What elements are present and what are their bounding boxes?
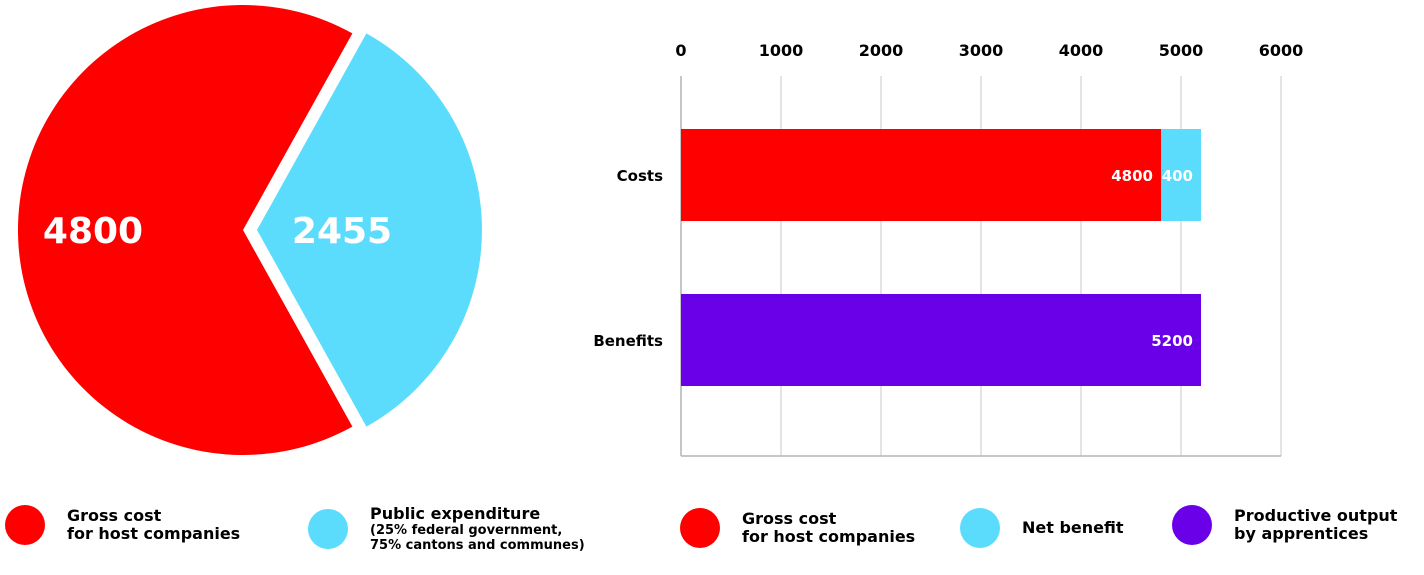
legend-swatch [960,508,1000,548]
legend-item-productive-output: Productive output by apprentices [1172,505,1397,545]
x-tick-label: 6000 [1259,41,1304,60]
pie-chart: 4800 2455 [17,5,482,455]
legend-sublabel-line1: (25% federal government, [370,523,563,538]
x-tick-label: 3000 [959,41,1004,60]
pie-slice-value-label: 2455 [292,211,392,252]
legend-swatch [5,505,45,545]
pie-slice-public-expenditure [257,33,482,427]
legend-item-gross-cost-bar: Gross cost for host companies [680,508,915,548]
bar-segment [1161,129,1201,221]
legend-item-net-benefit: Net benefit [960,508,1124,548]
bar-segment [681,294,1201,386]
pie-slice-value-label: 4800 [43,211,143,252]
legend-swatch [308,509,348,549]
legend-label: Gross cost [67,506,162,525]
legend-label-line2: for host companies [67,524,241,543]
y-category-label: Benefits [593,332,663,350]
legend-item-public-expenditure: Public expenditure (25% federal governme… [308,505,585,553]
legend-label: Net benefit [1022,518,1124,537]
x-tick-label: 5000 [1159,41,1204,60]
x-tick-label: 2000 [859,41,904,60]
legend-label: Gross cost [742,509,837,528]
legend-label-line2: for host companies [742,527,916,546]
legend-label-line2: by apprentices [1234,524,1369,543]
legend-item-gross-cost-pie: Gross cost for host companies [5,505,240,545]
legend-sublabel-line2: 75% cantons and communes) [370,538,585,553]
y-category-label: Costs [617,167,663,185]
x-tick-label: 0 [675,41,686,60]
legend-swatch [680,508,720,548]
legend-label: Public expenditure [370,504,541,523]
bar-value-label: 5200 [1151,332,1193,350]
legend-swatch [1172,505,1212,545]
legend-label: Productive output [1234,506,1398,525]
x-tick-label: 4000 [1059,41,1104,60]
pie-slice-gross-cost [17,5,353,455]
bar-value-label: 4800 [1111,167,1153,185]
bar-segment [681,129,1161,221]
x-tick-label: 1000 [759,41,804,60]
bar-value-label: 400 [1162,167,1193,185]
bar-chart: 0 1000 2000 3000 4000 5000 6000 Costs 4800 400 Ben… [593,41,1304,457]
